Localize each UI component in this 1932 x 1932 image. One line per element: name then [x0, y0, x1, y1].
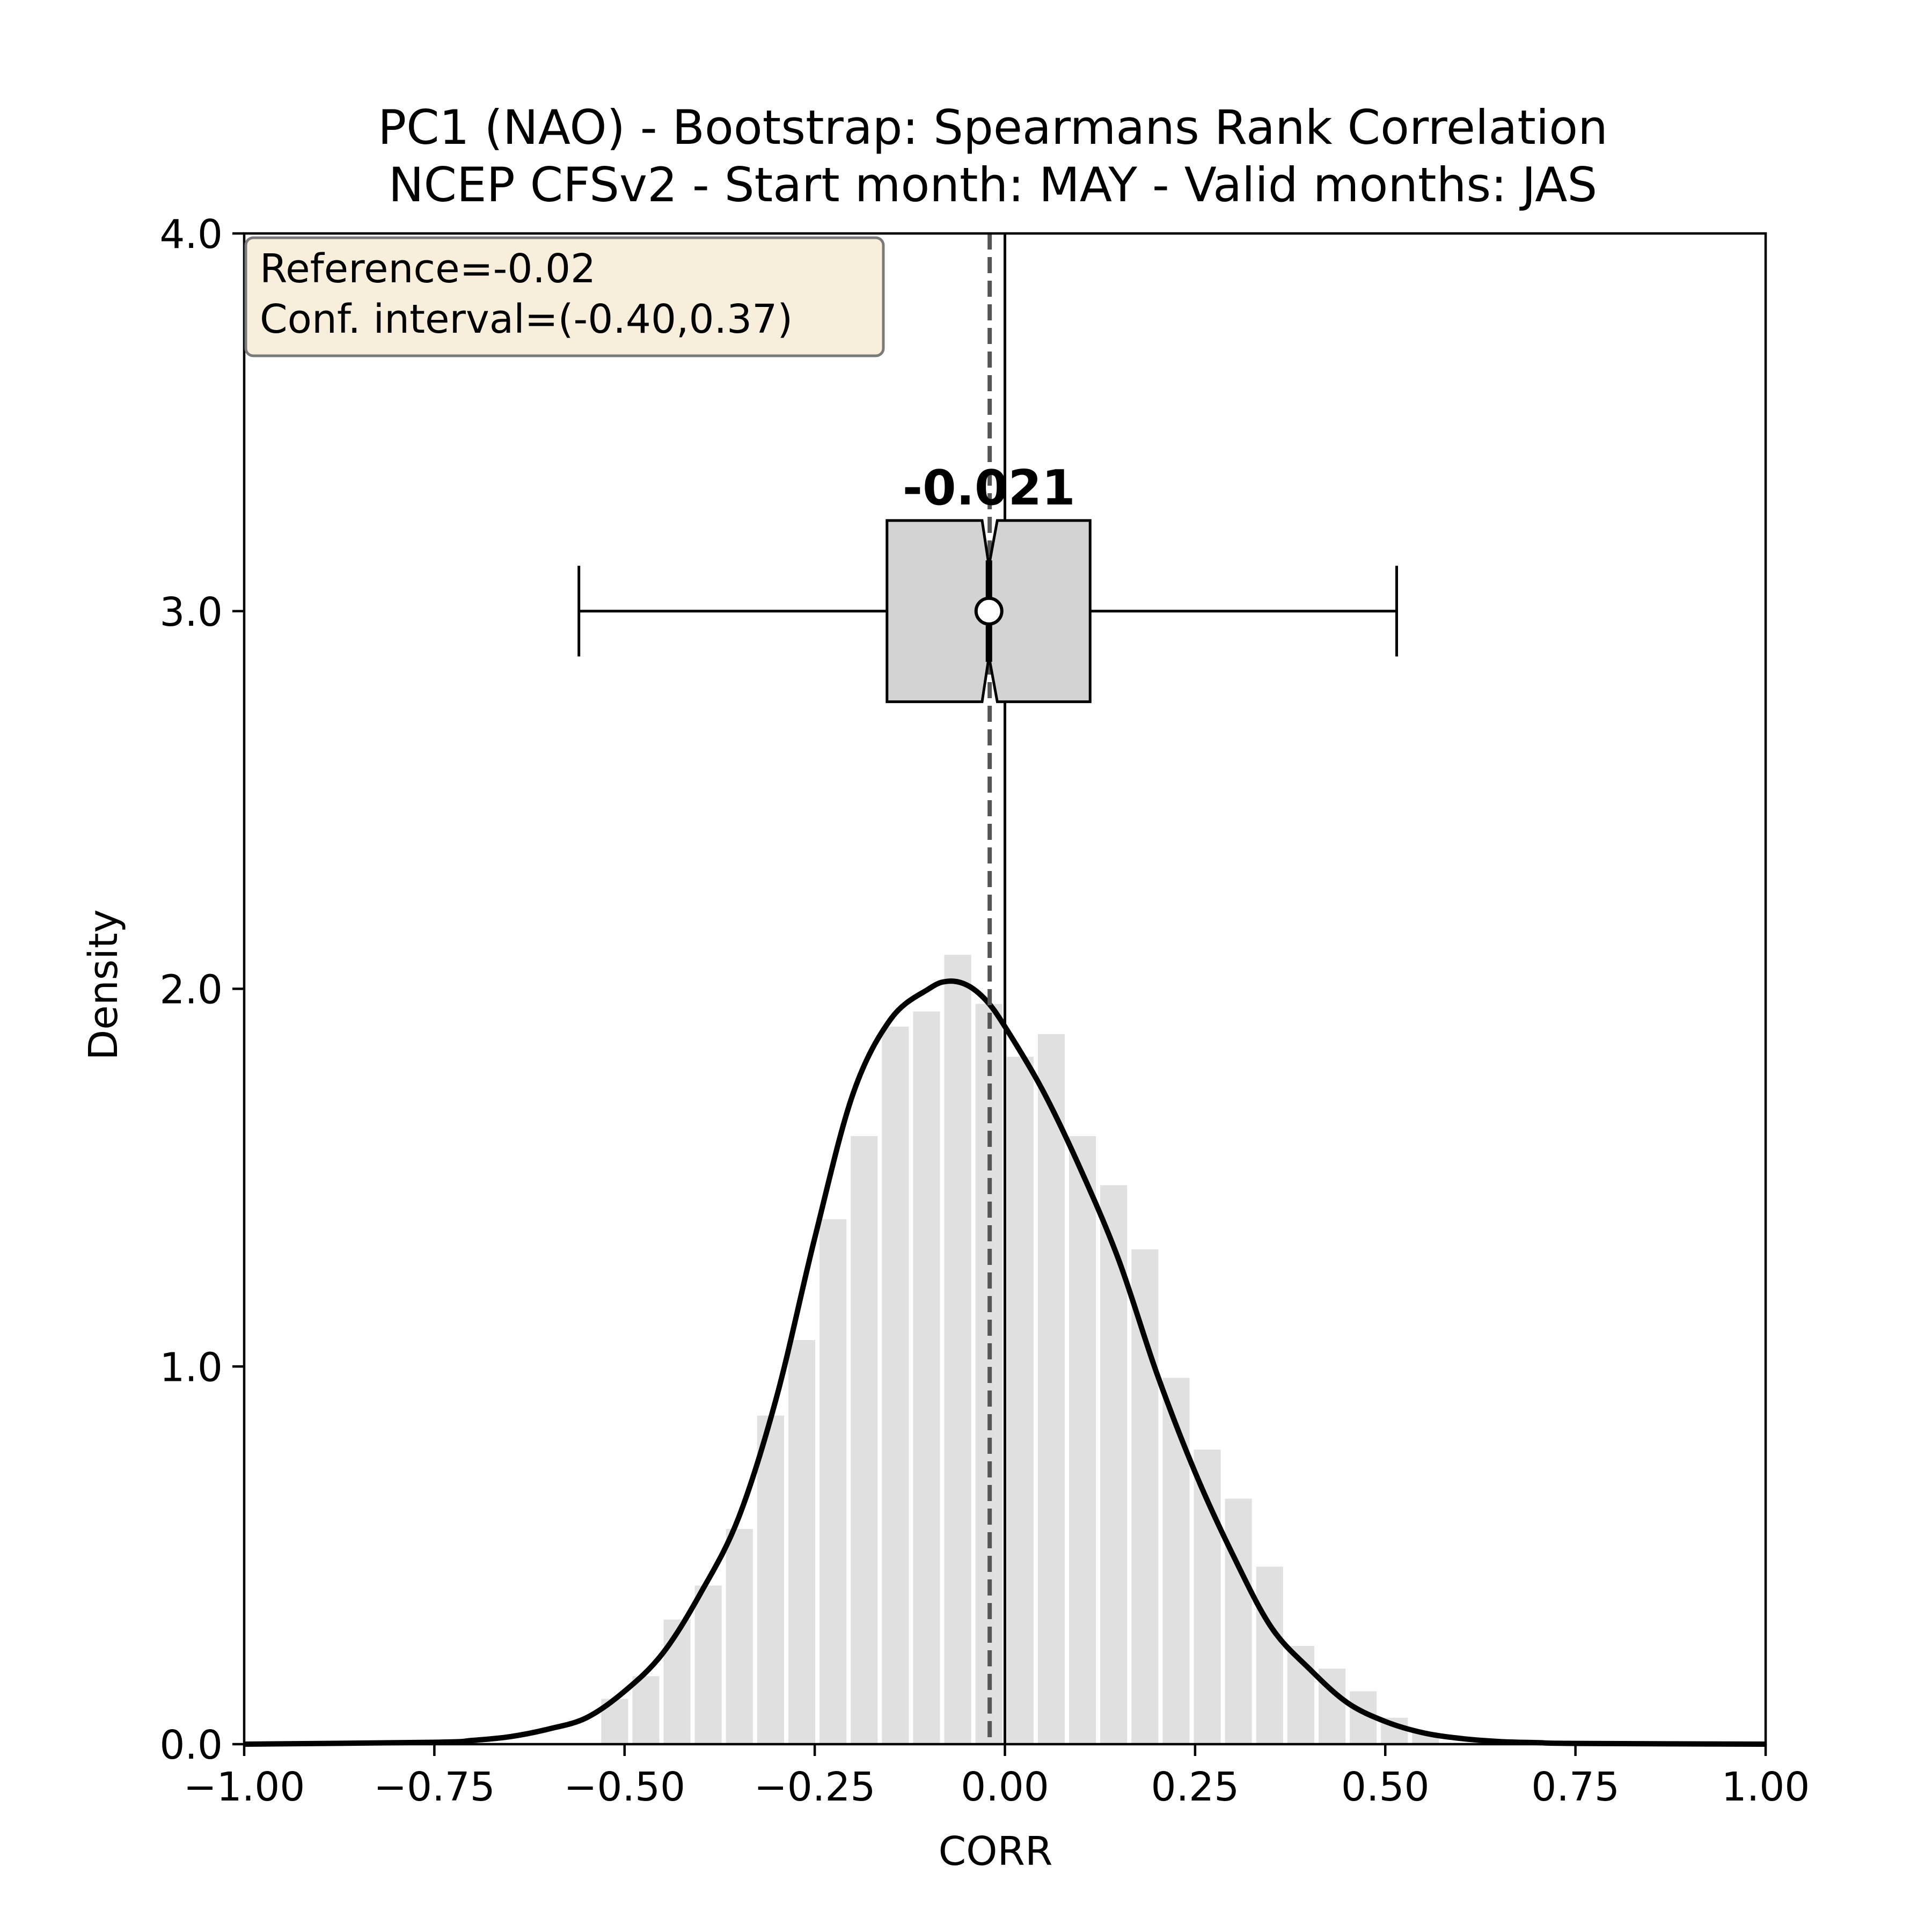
histogram-bar-18	[1162, 1378, 1190, 1744]
y-tick-label-1: 1.0	[159, 1344, 223, 1391]
x-tick-label-5: 0.25	[1151, 1764, 1239, 1810]
x-tick-label-8: 1.00	[1722, 1764, 1810, 1810]
histogram-bar-20	[1225, 1498, 1252, 1744]
histogram-bar-14	[1037, 1034, 1065, 1744]
x-tick-label-2: −0.50	[564, 1764, 685, 1810]
histogram-bar-7	[819, 1219, 847, 1744]
histogram-bar-8	[851, 1136, 878, 1744]
chart-title: PC1 (NAO) - Bootstrap: Spearmans Rank Co…	[378, 100, 1608, 155]
y-tick-label-0: 0.0	[159, 1722, 223, 1768]
x-axis-ticks: −1.00 −0.75 −0.50 −0.25 0.00 0.25 0.50 0.75 1.00	[184, 1744, 1810, 1810]
x-tick-label-3: −0.25	[754, 1764, 876, 1810]
histogram-bar-17	[1131, 1249, 1159, 1744]
x-tick-label-4: 0.00	[961, 1764, 1049, 1810]
boxplot	[577, 519, 1399, 704]
chart-subtitle: NCEP CFSv2 - Start month: MAY - Valid mo…	[389, 157, 1598, 213]
histogram-bar-11	[944, 955, 971, 1744]
histogram-bar-5	[757, 1415, 784, 1744]
histogram	[601, 955, 1439, 1744]
histogram-bar-2	[663, 1619, 691, 1744]
histogram-bar-4	[726, 1528, 753, 1744]
histogram-bar-3	[694, 1585, 722, 1744]
y-tick-label-3: 3.0	[159, 589, 223, 635]
info-box: Reference=-0.02 Conf. interval=(-0.40,0.…	[244, 236, 885, 357]
histogram-bar-15	[1069, 1136, 1096, 1744]
info-box-background	[244, 236, 885, 357]
histogram-bar-9	[882, 1026, 909, 1744]
kde-curve	[244, 978, 1766, 1747]
x-tick-label-7: 0.75	[1531, 1764, 1620, 1810]
y-tick-label-4: 4.0	[159, 211, 223, 258]
histogram-bar-13	[1006, 1057, 1034, 1744]
histogram-bar-10	[913, 1011, 940, 1744]
x-axis-label: CORR	[939, 1828, 1053, 1875]
kde-curve-group	[244, 978, 1766, 1747]
x-tick-label-6: 0.50	[1341, 1764, 1430, 1810]
info-conf-interval: Conf. interval=(-0.40,0.37)	[260, 296, 793, 342]
y-axis-ticks: 0.0 1.0 2.0 3.0 4.0	[159, 211, 244, 1768]
mean-marker	[974, 596, 1004, 626]
info-reference: Reference=-0.02	[260, 246, 596, 292]
median-value-label: -0.021	[903, 460, 1075, 516]
x-tick-label-1: −0.75	[374, 1764, 495, 1810]
y-tick-label-2: 2.0	[159, 967, 223, 1013]
x-tick-label-0: −1.00	[184, 1764, 305, 1810]
y-axis-label: Density	[80, 909, 127, 1060]
reference-lines	[987, 233, 1006, 1744]
histogram-bar-6	[788, 1340, 816, 1744]
histogram-bar-21	[1256, 1567, 1283, 1744]
histogram-bar-1	[632, 1676, 660, 1744]
